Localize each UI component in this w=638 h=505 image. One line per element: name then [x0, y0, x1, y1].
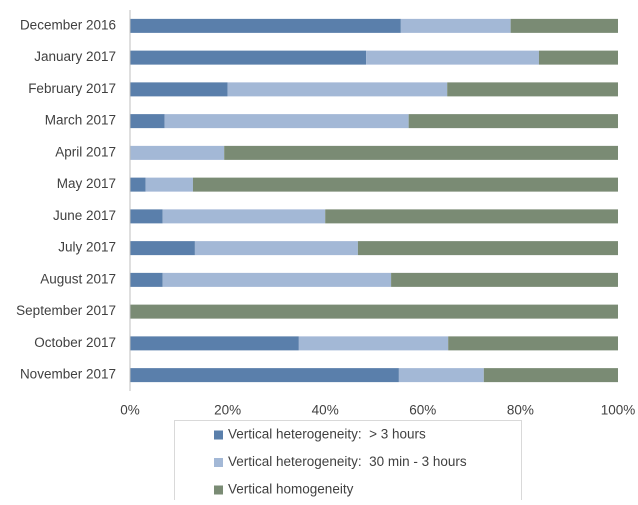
y-tick-label: August 2017: [40, 271, 116, 286]
bar-segment: [391, 272, 618, 287]
y-tick-label: May 2017: [57, 176, 116, 191]
x-tick-label: 0%: [120, 403, 140, 418]
y-tick-label: July 2017: [58, 240, 116, 255]
y-tick-label: November 2017: [20, 367, 116, 382]
x-tick-label: 40%: [312, 403, 339, 418]
bar-segment: [164, 114, 409, 129]
bar-segment: [398, 368, 484, 383]
y-tick-label: September 2017: [16, 303, 116, 318]
bar-segment: [366, 50, 539, 65]
bar-segment: [194, 241, 358, 256]
bar-segment: [325, 209, 618, 224]
bar-segment: [510, 18, 618, 33]
bar-segment: [162, 209, 326, 224]
y-tick-label: April 2017: [55, 144, 116, 159]
bar-segment: [192, 177, 618, 192]
x-tick-label: 20%: [214, 403, 241, 418]
x-tick-label: 80%: [507, 403, 534, 418]
bar-segment: [130, 177, 146, 192]
y-tick-label: January 2017: [34, 49, 116, 64]
legend-swatch: [214, 430, 223, 440]
bar-segment: [130, 114, 165, 129]
y-tick-label: October 2017: [34, 335, 116, 350]
y-tick-label: June 2017: [53, 208, 116, 223]
bar-segment: [538, 50, 618, 65]
bar-segment: [130, 336, 299, 351]
legend-label: Vertical heterogeneity: 30 min - 3 hours: [228, 454, 467, 469]
legend-label: Vertical homogeneity: [228, 482, 354, 497]
y-tick-label: February 2017: [28, 81, 116, 96]
bar-segment: [130, 368, 399, 383]
bar-segment: [447, 82, 618, 97]
bar-segment: [227, 82, 448, 97]
bar-segment: [130, 304, 618, 319]
legend-box: [174, 420, 522, 505]
bar-segment: [448, 336, 618, 351]
legend-label: Vertical heterogeneity: > 3 hours: [228, 427, 426, 442]
bar-segment: [483, 368, 618, 383]
legend-swatch: [214, 485, 223, 495]
bar-segment: [130, 18, 401, 33]
x-tick-label: 100%: [601, 403, 636, 418]
bar-segment: [357, 241, 618, 256]
bar-segment: [130, 209, 163, 224]
bar-segment: [130, 50, 367, 65]
legend-swatch: [214, 458, 223, 467]
bar-segment: [298, 336, 449, 351]
y-tick-label: December 2016: [20, 17, 116, 32]
bar-segment: [224, 145, 618, 160]
y-tick-label: March 2017: [45, 113, 116, 128]
bar-segment: [408, 114, 618, 129]
bar-segment: [130, 145, 225, 160]
x-tick-label: 60%: [409, 403, 436, 418]
bar-segment: [130, 82, 228, 97]
bar-segment: [130, 241, 195, 256]
bar-segment: [162, 272, 392, 287]
bar-segment: [130, 272, 163, 287]
bar-segment: [400, 18, 511, 33]
bar-segment: [145, 177, 193, 192]
